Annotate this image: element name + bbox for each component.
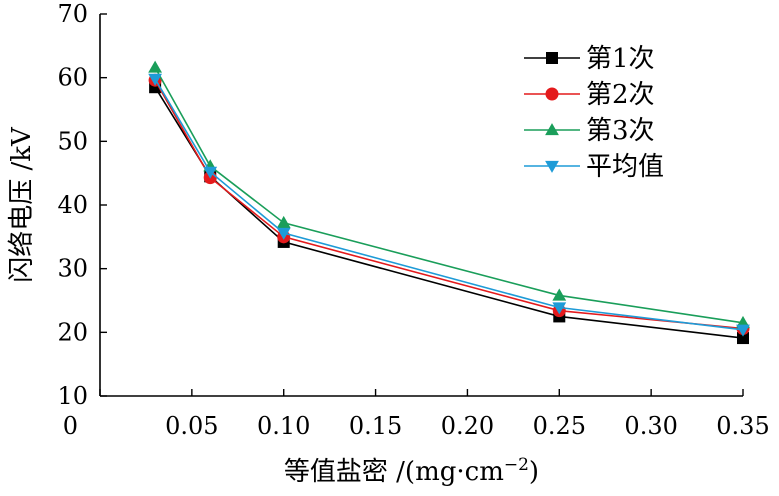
x-tick-label: 0 (63, 412, 78, 440)
x-tick-label: 0.35 (716, 412, 769, 440)
data-point (552, 302, 567, 315)
x-axis-title-sup: −2 (504, 455, 529, 475)
series-3 (148, 60, 750, 328)
x-tick-label: 0.10 (257, 412, 310, 440)
data-point (276, 215, 291, 229)
legend-swatch-marker (545, 87, 559, 101)
y-tick-label: 20 (57, 318, 88, 346)
x-axis-title: 等值盐密 /(mg·cm−2) (284, 455, 539, 487)
x-tick-label: 0.05 (165, 412, 218, 440)
legend-label: 第1次 (586, 44, 655, 74)
data-point (203, 166, 218, 179)
x-tick-label: 0.25 (533, 412, 586, 440)
legend-swatch-marker (545, 123, 559, 136)
legend-label: 平均值 (586, 152, 664, 182)
data-point (148, 73, 163, 86)
x-tick-label: 0.15 (349, 412, 402, 440)
series-4 (148, 73, 750, 337)
y-tick-label: 30 (57, 255, 88, 283)
data-point (736, 324, 750, 337)
y-tick-label: 50 (57, 127, 88, 155)
y-tick-label: 60 (57, 64, 88, 92)
x-tick-label: 0.20 (441, 412, 494, 440)
series-1 (149, 81, 749, 345)
ticks: 10 20 30 40 50 60 70 0 0.05 0.10 0.15 0.20 0.25 0.30 0… (57, 0, 769, 440)
x-tick-label: 0.30 (624, 412, 677, 440)
legend-item: 第3次 (524, 116, 655, 146)
y-tick-label: 10 (57, 382, 88, 410)
series-group (148, 60, 750, 345)
data-point (276, 227, 291, 240)
legend-item: 第1次 (524, 44, 655, 74)
legend-label: 第3次 (586, 116, 655, 146)
legend-label: 第2次 (586, 80, 655, 110)
legend-item: 平均值 (524, 152, 664, 182)
legend-item: 第2次 (524, 80, 655, 110)
series-2 (148, 73, 750, 336)
series-line (154, 67, 744, 324)
data-point (737, 332, 749, 345)
data-point (148, 60, 163, 73)
legend-swatch-marker (545, 160, 559, 173)
x-axis-title-main: 等值盐密 /(mg·cm (284, 457, 504, 487)
series-line (154, 79, 744, 330)
data-point (552, 288, 567, 301)
y-tick-label: 70 (57, 0, 88, 28)
y-tick-label: 40 (57, 191, 88, 219)
legend-swatch-marker (546, 52, 558, 64)
series-line (154, 86, 744, 339)
y-axis-title: 闪络电压 /kV (7, 126, 37, 283)
x-axis-title-close: ) (529, 457, 539, 487)
